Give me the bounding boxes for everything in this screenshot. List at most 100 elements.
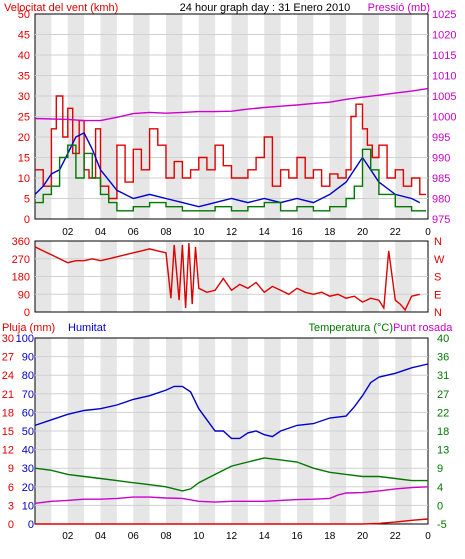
temperature-line [34, 457, 428, 492]
pressure-tick-label: 1005 [432, 91, 456, 103]
humidity-x-tick-label: 10 [193, 531, 205, 542]
wind-x-tick-label: 04 [95, 227, 107, 238]
humidity-x-tick-label: 16 [291, 531, 303, 542]
rain-tick-label: 24 [2, 370, 14, 382]
rain-tick-label: 15 [2, 426, 14, 438]
pressure-axis-title: Pressió (mb) [368, 2, 430, 14]
pressure-tick-label: 1020 [432, 30, 456, 42]
rain-tick-label: 12 [2, 445, 14, 457]
direction-compass-tick-label: W [434, 254, 445, 266]
humidity-tick-label: 40 [22, 445, 34, 457]
humidity-tick-label: 100 [16, 333, 34, 345]
humidity-x-tick-label: 18 [324, 531, 336, 542]
pressure-tick-label: 1025 [432, 9, 456, 21]
temperature-tick-label: -5 [437, 519, 447, 531]
wind-x-tick-label: 22 [390, 227, 402, 238]
temperature-tick-label: 22 [437, 407, 449, 419]
humidity-temperature-panel: 0369121518212427300102030405060708090100… [2, 333, 450, 542]
wind-speed-axis-title: Velocitat del vent (kmh) [4, 2, 118, 14]
temperature-axis-title: Temperatura (°C) [309, 322, 393, 334]
wind-x-tick-label: 14 [259, 227, 271, 238]
pressure-line [34, 87, 429, 122]
humidity-x-tick-label: 12 [226, 531, 238, 542]
humidity-tick-label: 0 [28, 519, 34, 531]
humidity-x-tick-label: 04 [95, 531, 107, 542]
humidity-axis-title: Humitat [68, 322, 106, 334]
wind-speed-tick-label: 45 [18, 30, 30, 42]
direction-tick-label: 360 [12, 236, 30, 248]
humidity-tick-label: 50 [22, 426, 34, 438]
pressure-tick-label: 980 [432, 194, 450, 206]
humidity-tick-label: 70 [22, 389, 34, 401]
humidity-tick-label: 80 [22, 370, 34, 382]
wind-gust-line [35, 95, 426, 200]
rain-tick-label: 9 [8, 463, 14, 475]
wind-average-line [35, 144, 426, 212]
humidity-line [34, 363, 429, 440]
wind-x-tick-label: 0 [425, 227, 431, 238]
wind-speed-tick-label: 30 [18, 91, 30, 103]
humidity-tick-label: 90 [22, 352, 34, 364]
humidity-tick-label: 60 [22, 407, 34, 419]
wind-speed-tick-label: 15 [18, 153, 30, 165]
chart-title: 24 hour graph day : 31 Enero 2010 [180, 2, 351, 14]
pressure-tick-label: 985 [432, 173, 450, 185]
wind-x-tick-label: 08 [160, 227, 172, 238]
rain-line [35, 518, 429, 525]
wind-speed-tick-label: 40 [18, 50, 30, 62]
wind-speed-tick-label: 20 [18, 132, 30, 144]
temperature-tick-label: 0 [437, 500, 443, 512]
direction-tick-label: 180 [12, 272, 30, 284]
wind-x-tick-label: 02 [62, 227, 74, 238]
direction-compass-tick-label: S [434, 272, 441, 284]
humidity-tick-label: 30 [22, 463, 34, 475]
wind-x-tick-label: 20 [357, 227, 369, 238]
wind-x-tick-label: 18 [324, 227, 336, 238]
rain-tick-label: 0 [8, 519, 14, 531]
dewpoint-line [34, 486, 429, 504]
direction-tick-label: 90 [18, 289, 30, 301]
direction-tick-label: 270 [12, 254, 30, 266]
temperature-tick-label: 18 [437, 426, 449, 438]
direction-compass-tick-label: N [434, 236, 442, 248]
wind-speed-tick-label: 50 [18, 9, 30, 21]
humidity-tick-label: 10 [22, 500, 34, 512]
pressure-tick-label: 1000 [432, 112, 456, 124]
humidity-x-tick-label: 14 [259, 531, 271, 542]
pressure-tick-label: 975 [432, 214, 450, 226]
wind-x-tick-label: 06 [128, 227, 140, 238]
rain-tick-label: 27 [2, 352, 14, 364]
temperature-tick-label: 9 [437, 463, 443, 475]
humidity-x-tick-label: 06 [128, 531, 140, 542]
direction-tick-label: 0 [24, 307, 30, 319]
humidity-x-tick-label: 0 [425, 531, 431, 542]
temperature-tick-label: 27 [437, 389, 449, 401]
wind-pressure-panel: 0510152025303540455097598098599099510001… [18, 9, 457, 238]
wind-x-tick-label: 10 [193, 227, 205, 238]
rain-tick-label: 6 [8, 482, 14, 494]
wind-speed-tick-label: 5 [24, 194, 30, 206]
temperature-tick-label: 31 [437, 370, 449, 382]
rain-tick-label: 30 [2, 333, 14, 345]
temperature-tick-label: 13 [437, 445, 449, 457]
pressure-tick-label: 990 [432, 153, 450, 165]
temperature-tick-label: 40 [437, 333, 449, 345]
wind-x-tick-label: 16 [291, 227, 303, 238]
humidity-x-tick-label: 02 [62, 531, 74, 542]
humidity-x-tick-label: 22 [390, 531, 402, 542]
rain-tick-label: 18 [2, 407, 14, 419]
humidity-x-tick-label: 20 [357, 531, 369, 542]
humidity-tick-label: 20 [22, 482, 34, 494]
wind-speed-tick-label: 10 [18, 173, 30, 185]
rain-tick-label: 21 [2, 389, 14, 401]
direction-compass-tick-label: E [434, 289, 441, 301]
pressure-tick-label: 1010 [432, 71, 456, 83]
direction-compass-tick-label: N [434, 307, 442, 319]
wind-speed-tick-label: 0 [24, 214, 30, 226]
wind-speed-tick-label: 25 [18, 112, 30, 124]
temperature-tick-label: 36 [437, 352, 449, 364]
rain-axis-title: Pluja (mm) [2, 322, 55, 334]
rain-tick-label: 3 [8, 500, 14, 512]
